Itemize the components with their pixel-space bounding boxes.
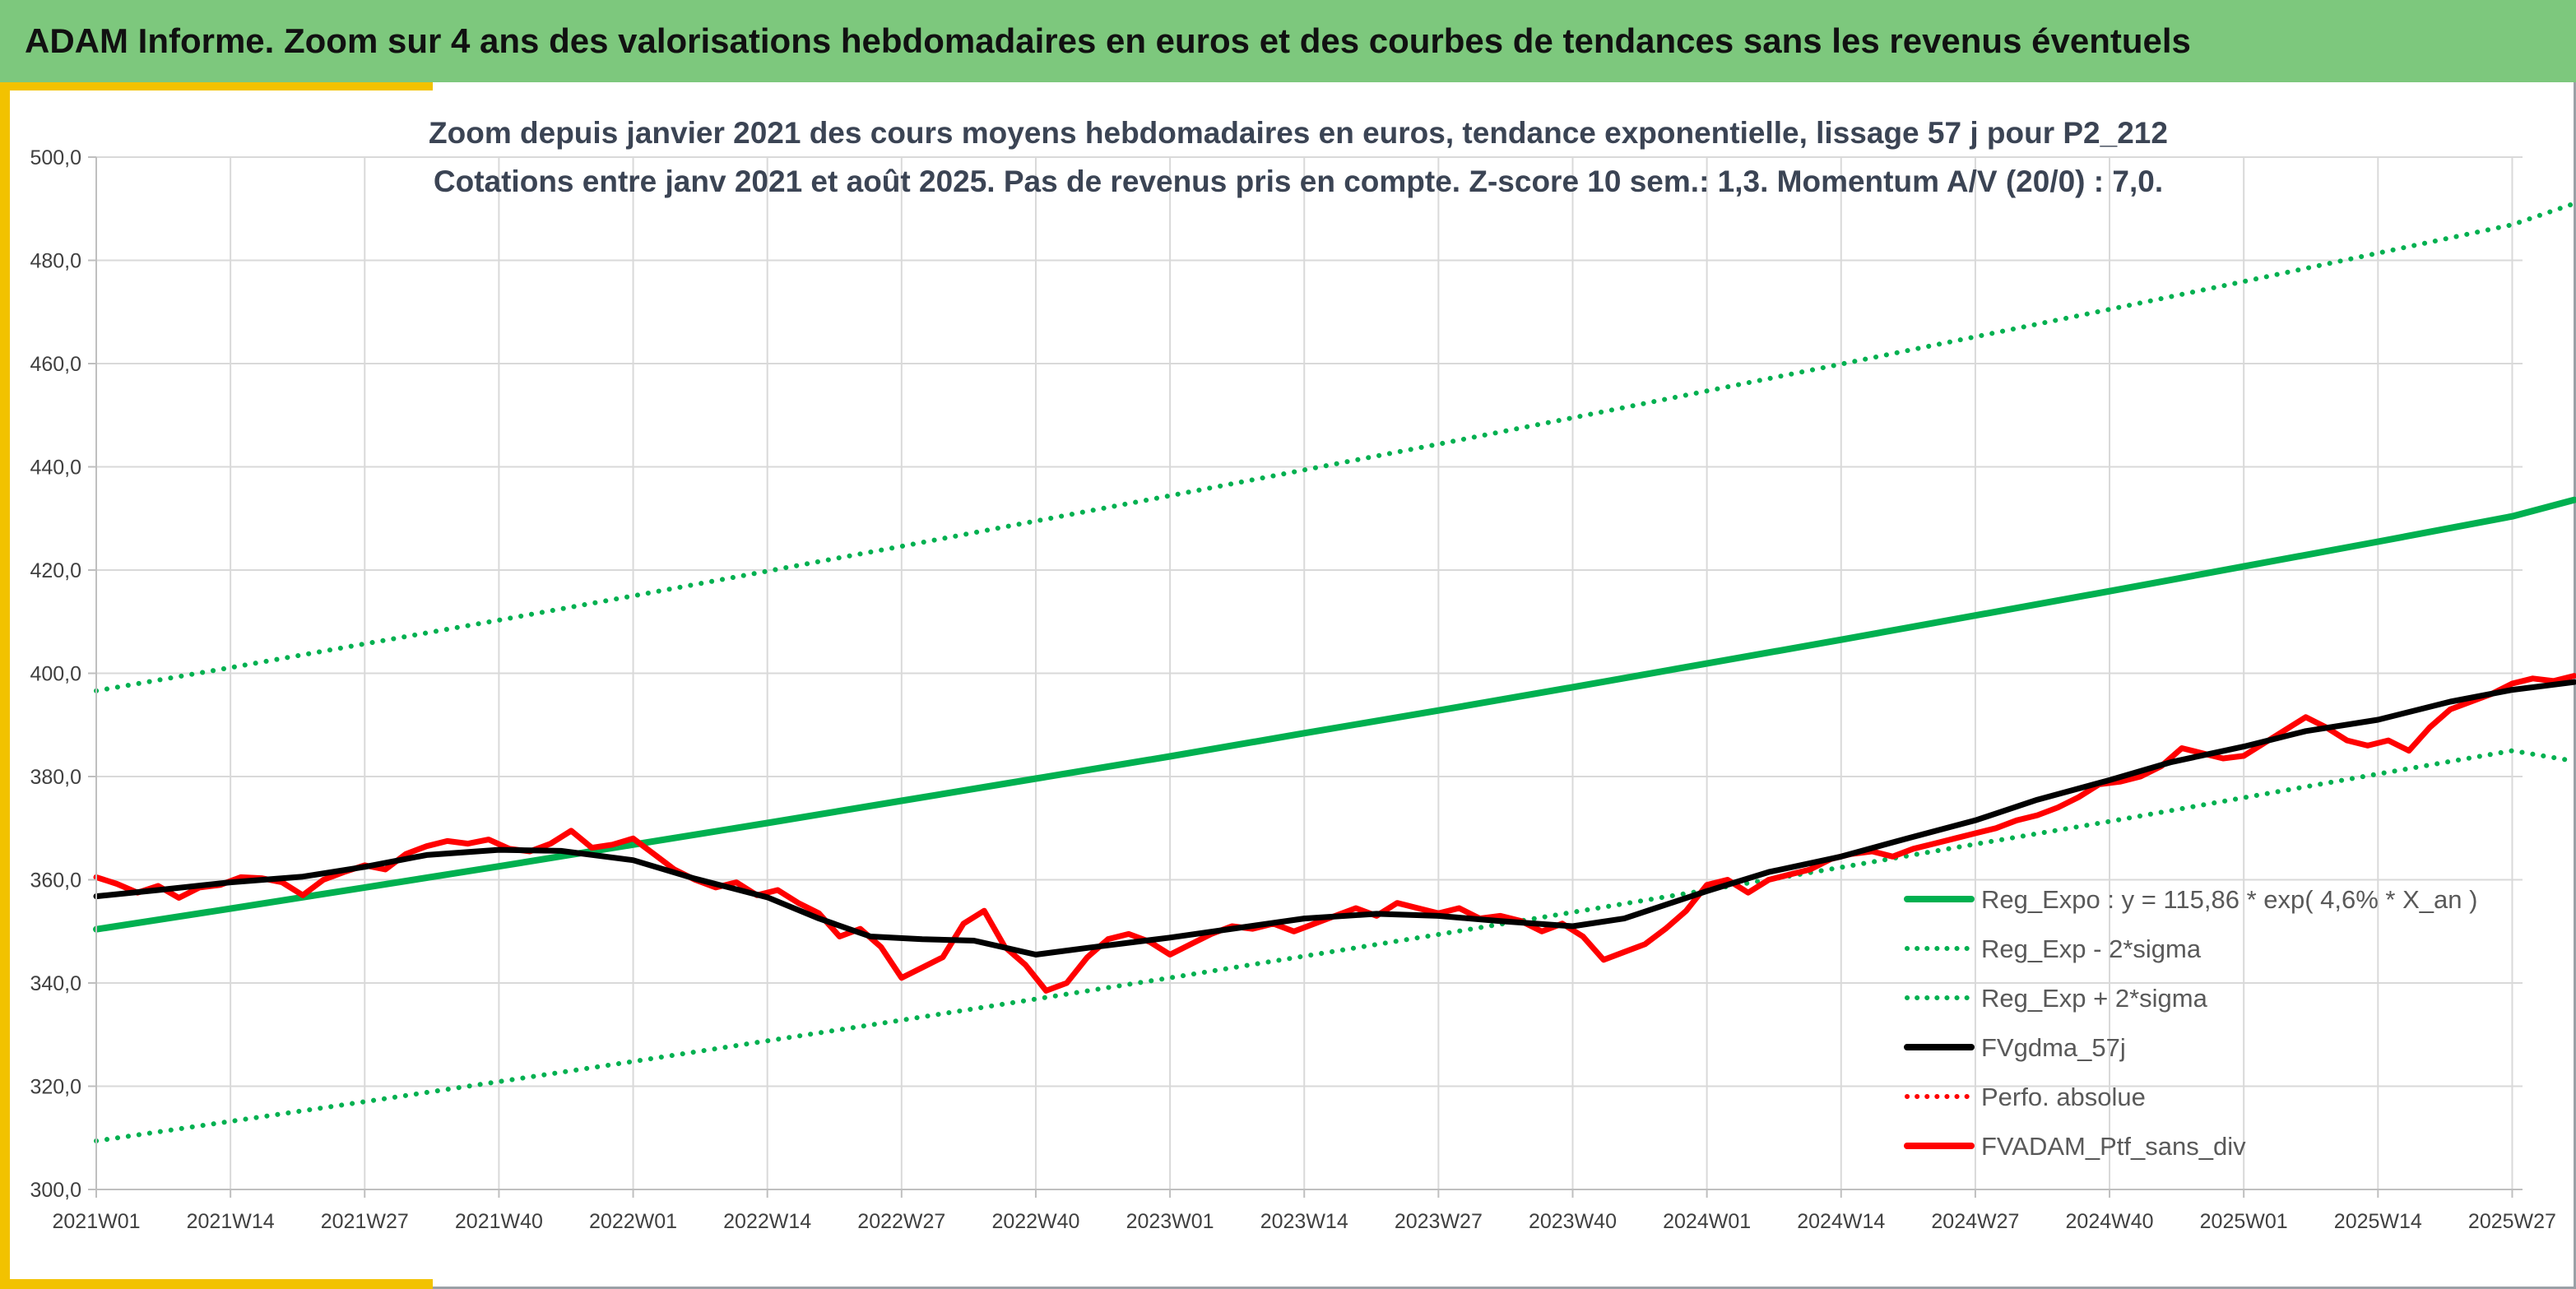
x-tick-label: 2024W14 — [1797, 1210, 1885, 1233]
legend-label: FVADAM_Ptf_sans_div — [1981, 1132, 2246, 1161]
y-tick-label: 500,0 — [30, 146, 81, 169]
x-tick-label: 2024W40 — [2066, 1210, 2154, 1233]
x-tick-label: 2023W40 — [1529, 1210, 1617, 1233]
x-tick-label: 2023W01 — [1126, 1210, 1214, 1233]
x-tick-label: 2021W40 — [455, 1210, 543, 1233]
x-tick-label: 2023W14 — [1260, 1210, 1348, 1233]
frame-border-right — [2574, 82, 2576, 1289]
grid — [95, 156, 2523, 1190]
chart-title: Zoom depuis janvier 2021 des cours moyen… — [429, 116, 2168, 150]
legend-label: Reg_Expo : y = 115,86 * exp( 4,6% * X_an… — [1981, 885, 2477, 914]
header-bar: ADAM Informe. Zoom sur 4 ans des valoris… — [0, 0, 2576, 82]
y-tick-label: 440,0 — [30, 457, 81, 480]
series-line-fvgdma-57j — [93, 679, 2576, 957]
x-tick-label: 2021W14 — [187, 1210, 275, 1233]
y-tick-label: 320,0 — [30, 1076, 81, 1099]
y-tick-label: 460,0 — [30, 353, 81, 376]
series-line-reg-expo-y-115-86-exp-4-6-x-an — [93, 496, 2576, 933]
x-tick-label: 2025W01 — [2200, 1210, 2288, 1233]
frame-accent-top — [0, 82, 433, 90]
legend-label: Perfo. absolue — [1981, 1083, 2146, 1111]
y-tick-label: 480,0 — [30, 250, 81, 273]
legend-label: FVgdma_57j — [1981, 1033, 2126, 1062]
axes: 300,0 320,0 340,0 360,0 380,0 400,0 420,0 440,0… — [30, 146, 2556, 1233]
frame-border-bottom — [433, 1287, 2576, 1289]
y-tick-label: 340,0 — [30, 972, 81, 995]
frame-accent-left — [0, 82, 10, 1289]
x-tick-label: 2022W40 — [991, 1210, 1079, 1233]
x-tick-label: 2025W14 — [2334, 1210, 2422, 1233]
page-title: ADAM Informe. Zoom sur 4 ans des valoris… — [25, 21, 2191, 60]
y-tick-label: 300,0 — [30, 1179, 81, 1202]
legend-label: Reg_Exp - 2*sigma — [1981, 934, 2202, 963]
x-tick-label: 2022W27 — [857, 1210, 945, 1233]
y-tick-label: 400,0 — [30, 663, 81, 686]
x-tick-label: 2022W14 — [723, 1210, 811, 1233]
legend-label: Reg_Exp + 2*sigma — [1981, 984, 2208, 1013]
series-line-reg-exp-2-sigma — [94, 201, 2576, 693]
x-tick-label: 2022W01 — [589, 1210, 677, 1233]
legend: Reg_Expo : y = 115,86 * exp( 4,6% * X_an… — [1904, 885, 2477, 1161]
x-tick-label: 2021W01 — [52, 1210, 140, 1233]
x-tick-label: 2025W27 — [2468, 1210, 2556, 1233]
series-line-fvadam-ptf-sans-div — [93, 673, 2576, 994]
y-tick-label: 420,0 — [30, 559, 81, 582]
series-line-reg-exp-2-sigma — [94, 748, 2576, 1143]
x-tick-label: 2024W27 — [1931, 1210, 2019, 1233]
y-tick-label: 380,0 — [30, 766, 81, 789]
x-tick-label: 2021W27 — [321, 1210, 409, 1233]
y-tick-label: 360,0 — [30, 869, 81, 893]
frame-accent-bottom — [0, 1279, 433, 1289]
chart-subtitle: Cotations entre janv 2021 et août 2025. … — [434, 165, 2163, 198]
x-tick-label: 2023W27 — [1395, 1210, 1483, 1233]
x-tick-label: 2024W01 — [1663, 1210, 1751, 1233]
series-layer — [93, 201, 2576, 1143]
